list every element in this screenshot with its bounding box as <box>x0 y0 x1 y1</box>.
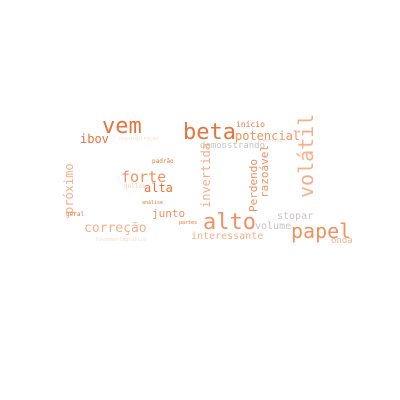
word-onda: onda <box>331 236 353 246</box>
word-faint4: fundamentagráfico <box>95 237 147 243</box>
word-forte: forte <box>121 168 167 186</box>
word-potencial: potencial <box>235 129 301 143</box>
word-inicio: início <box>236 120 265 129</box>
word-invertida: invertida <box>199 142 213 208</box>
word-volume: volume <box>255 221 292 232</box>
word-volatil: volátil <box>294 113 318 198</box>
word-papel: papel <box>291 219 352 243</box>
word-razoavel: razoável <box>258 145 271 198</box>
word-alto: alto <box>203 210 256 235</box>
word-beta: beta <box>183 120 236 145</box>
word-analise: análise <box>142 200 164 206</box>
word-interessante: interessante <box>191 231 264 242</box>
word-vem: vem <box>102 114 142 139</box>
word-faint2: mercado <box>263 138 285 144</box>
word-stopar: stopar <box>277 211 314 222</box>
word-correcao: correção <box>84 221 147 236</box>
word-alta: alta <box>144 181 173 195</box>
word-partes: partes <box>179 220 198 226</box>
word-gollos: gollos <box>124 183 146 190</box>
word-ibov: ibov <box>80 132 109 146</box>
word-geral: geral <box>66 211 85 218</box>
word-junto: junto <box>152 207 186 220</box>
word-faint1: nuvinspiração <box>119 136 159 142</box>
word-proximo: próximo <box>62 163 76 214</box>
word-demonstrando: demonstrando <box>200 141 266 151</box>
word-padrao: padrão <box>152 158 174 165</box>
